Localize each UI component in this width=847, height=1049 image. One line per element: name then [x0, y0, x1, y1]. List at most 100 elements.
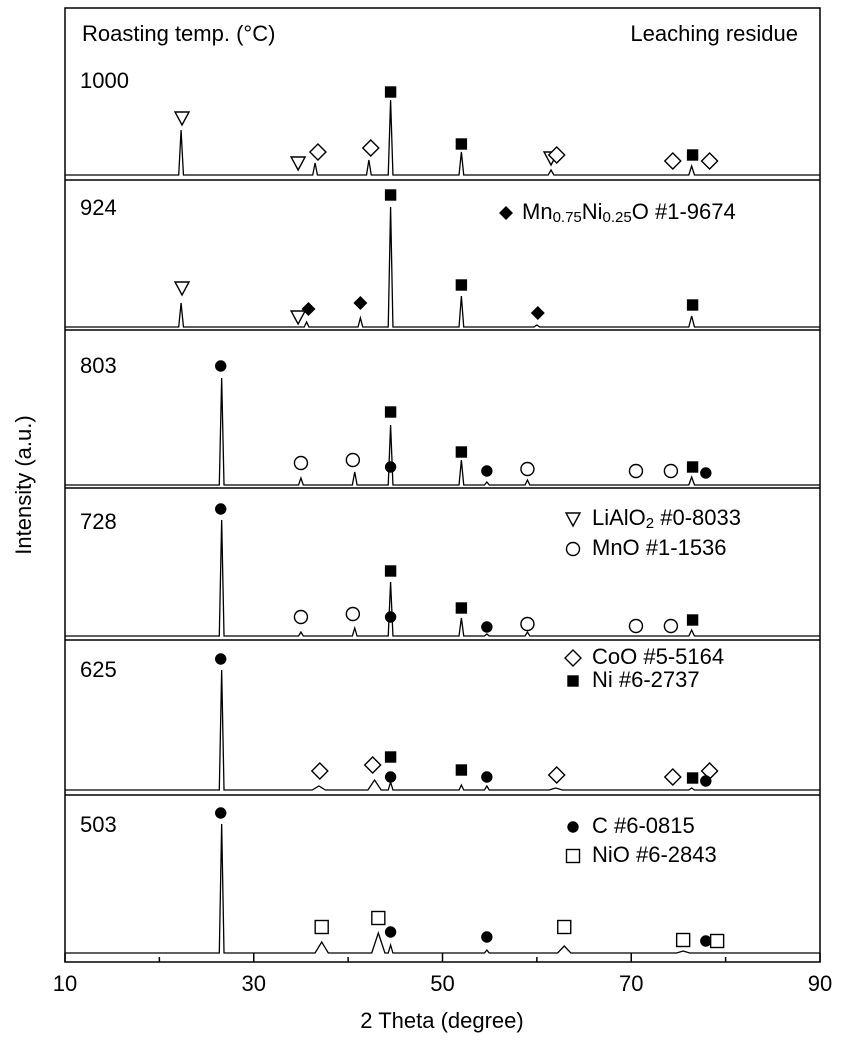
phase-marker	[520, 616, 535, 632]
phase-marker	[215, 503, 227, 515]
phase-marker	[314, 919, 329, 935]
legend-label: NiO #6-2843	[592, 842, 717, 867]
pattern-line	[65, 669, 820, 791]
legend-label-part: LiAlO	[592, 505, 646, 530]
phase-marker	[361, 139, 380, 157]
y-axis-label: Intensity (a.u.)	[11, 415, 36, 554]
phase-marker	[520, 461, 535, 477]
phase-marker	[173, 281, 191, 297]
chart-title: Roasting temp. (°C)	[82, 21, 275, 46]
phase-marker	[215, 653, 227, 665]
phase-marker	[310, 762, 329, 780]
legend-label-part: #0-8033	[654, 505, 741, 530]
legend-symbol	[567, 675, 579, 687]
pattern-line	[65, 206, 820, 328]
pattern-line	[65, 823, 820, 954]
phase-marker	[293, 609, 309, 625]
phase-marker	[455, 602, 468, 614]
phase-marker	[628, 463, 644, 479]
phase-marker	[215, 360, 227, 372]
phase-marker	[628, 618, 644, 634]
pattern-line	[65, 99, 820, 176]
legend-label: Ni #6-2737	[592, 667, 700, 692]
legend-symbol	[567, 821, 579, 833]
legend-label-part: 0.25	[603, 209, 632, 226]
chart-title: Leaching residue	[630, 21, 798, 46]
phase-marker	[293, 455, 309, 471]
phase-marker	[663, 768, 682, 786]
legend-symbol	[565, 848, 581, 864]
legend-label-part: Mn	[522, 199, 553, 224]
phase-marker	[384, 565, 397, 577]
legend-label: MnO #1-1536	[592, 535, 727, 560]
x-tick-label: 70	[619, 971, 643, 996]
phase-marker	[384, 461, 397, 473]
phase-marker	[363, 756, 382, 774]
phase-marker	[384, 189, 397, 201]
phase-marker	[173, 111, 191, 127]
phase-marker	[547, 766, 566, 784]
phase-marker	[289, 156, 307, 172]
phase-marker	[384, 86, 397, 98]
phase-marker	[686, 299, 699, 311]
phase-marker	[384, 751, 397, 763]
series-label: 728	[80, 509, 117, 534]
legend-label-part: 2	[646, 515, 654, 532]
legend-label: CoO #5-5164	[592, 644, 724, 669]
phase-marker	[384, 771, 397, 783]
phase-marker	[455, 138, 468, 150]
x-axis-label: 2 Theta (degree)	[360, 1008, 523, 1033]
phase-marker	[709, 933, 725, 949]
x-tick-label: 10	[53, 971, 77, 996]
phase-marker	[481, 621, 493, 633]
phase-marker	[289, 310, 307, 326]
phase-marker	[700, 152, 719, 170]
series-label: 924	[80, 195, 117, 220]
phase-marker	[308, 143, 327, 161]
series-label: 803	[80, 353, 117, 378]
phase-marker	[663, 618, 679, 634]
legend-label: C #6-0815	[592, 813, 695, 838]
phase-marker	[384, 406, 397, 418]
phase-marker	[700, 467, 712, 479]
phase-marker	[353, 296, 368, 310]
phase-marker	[481, 465, 493, 477]
phase-marker	[700, 775, 712, 787]
legend-label-part: MnO #1-1536	[592, 535, 727, 560]
phase-marker	[700, 935, 712, 947]
legend-label-part: CoO #5-5164	[592, 644, 724, 669]
pattern-line	[65, 519, 820, 637]
phase-marker	[547, 146, 566, 164]
series-label: 1000	[80, 68, 129, 93]
legend-label-part: NiO #6-2843	[592, 842, 717, 867]
phase-marker	[455, 764, 468, 776]
legend-symbol	[564, 649, 582, 667]
phase-marker	[371, 910, 386, 926]
phase-marker	[481, 931, 493, 943]
legend-symbol	[499, 206, 513, 220]
pattern-line	[65, 377, 820, 486]
panel-dividers	[65, 179, 820, 796]
phase-marker	[455, 446, 468, 458]
series-label: 503	[80, 812, 117, 837]
phase-marker	[384, 926, 397, 938]
legend-label: Mn0.75Ni0.25O #1-9674	[522, 199, 736, 226]
phase-marker	[557, 919, 572, 935]
phase-marker	[301, 302, 316, 316]
legend-label-part: Ni #6-2737	[592, 667, 700, 692]
x-tick-label: 30	[242, 971, 266, 996]
series-label: 625	[80, 657, 117, 682]
phase-marker	[481, 771, 493, 783]
legend-label-part: Ni	[582, 199, 603, 224]
x-tick-label: 50	[430, 971, 454, 996]
phase-marker	[345, 606, 361, 622]
legend-label-part: 0.75	[553, 209, 582, 226]
phase-marker	[530, 306, 545, 320]
legend-label-part: C #6-0815	[592, 813, 695, 838]
x-tick-label: 90	[808, 971, 832, 996]
legend-symbol	[565, 541, 581, 557]
legend-symbol	[564, 512, 582, 528]
phase-marker	[686, 149, 699, 161]
phase-marker	[215, 807, 227, 819]
